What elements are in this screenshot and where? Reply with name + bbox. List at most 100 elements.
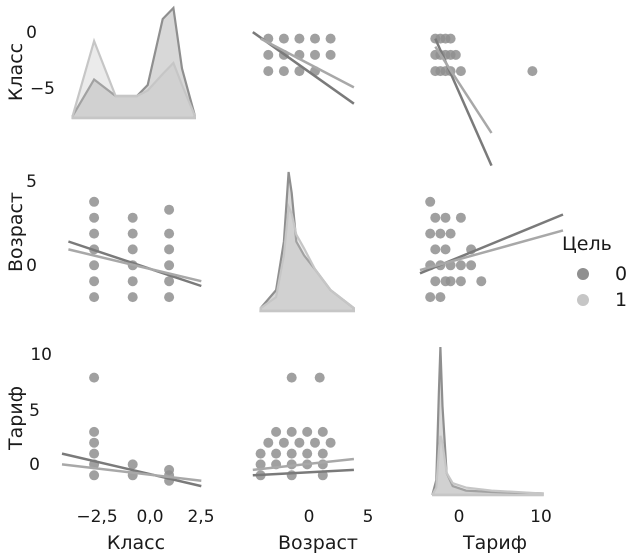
point-Класс-Тариф-5 [89, 470, 100, 481]
legend-marker-1 [577, 294, 589, 306]
point-Возраст-Тариф-15 [271, 426, 282, 437]
point-Возраст-Класс-5 [263, 49, 274, 60]
point-Возраст-Класс-1 [278, 33, 289, 44]
regline-Возраст-Тариф-series-0 [252, 468, 354, 477]
point-Тариф-Возраст-21 [476, 276, 487, 287]
point-Возраст-Тариф-10 [263, 437, 274, 448]
point-Возраст-Тариф-12 [294, 437, 305, 448]
point-Тариф-Возраст-17 [455, 260, 466, 271]
point-Возраст-Класс-2 [294, 33, 305, 44]
kde-Тариф-series-1 [431, 435, 544, 497]
point-Возраст-Тариф-18 [317, 426, 328, 437]
point-Возраст-Тариф-11 [278, 437, 289, 448]
point-Возраст-Класс-11 [278, 66, 289, 77]
point-Класс-Возраст-2 [89, 228, 100, 239]
point-Класс-Возраст-13 [164, 204, 175, 215]
point-Возраст-Тариф-6 [271, 448, 282, 459]
point-Класс-Возраст-4 [89, 260, 100, 271]
point-Класс-Возраст-18 [164, 292, 175, 303]
point-Тариф-Класс-8 [450, 49, 461, 60]
y-tick-tarif-2: 0 [29, 455, 40, 475]
point-Класс-Возраст-14 [164, 228, 175, 239]
point-Тариф-Возраст-3 [425, 292, 436, 303]
regline-Тариф-Класс-series-1 [434, 46, 493, 134]
point-Тариф-Возраст-10 [440, 212, 451, 223]
point-Тариф-Возраст-9 [435, 292, 446, 303]
y-tick-klass-1: −5 [30, 79, 55, 99]
legend-label-1: 1 [615, 289, 627, 311]
y-tick-vozrast-0: 5 [26, 172, 37, 192]
y-tick-vozrast-1: 0 [26, 256, 37, 276]
regline-Класс-Тариф-series-0 [61, 452, 202, 488]
point-Тариф-Возраст-13 [445, 228, 456, 239]
point-Возраст-Тариф-8 [302, 448, 313, 459]
point-Тариф-Класс-14 [527, 66, 538, 77]
point-Возраст-Класс-9 [325, 49, 336, 60]
point-Класс-Возраст-11 [127, 276, 138, 287]
x-tick-vozrast-0: 0 [304, 507, 315, 527]
point-Класс-Возраст-12 [127, 292, 138, 303]
point-Класс-Тариф-3 [89, 448, 100, 459]
point-Класс-Тариф-0 [89, 372, 100, 383]
y-label-vozrast: Возраст [5, 192, 27, 272]
point-Класс-Тариф-6 [127, 459, 138, 470]
legend-title: Цель [562, 233, 612, 255]
point-Возраст-Тариф-13 [310, 437, 320, 448]
x-label-vozrast: Возраст [278, 532, 358, 554]
point-Возраст-Тариф-22 [286, 372, 297, 383]
point-Тариф-Возраст-0 [425, 196, 436, 207]
point-Класс-Возраст-5 [89, 276, 100, 287]
point-Класс-Тариф-2 [89, 437, 100, 448]
point-Тариф-Возраст-5 [430, 244, 441, 255]
point-Класс-Возраст-1 [89, 212, 100, 223]
legend-label-0: 0 [615, 263, 627, 285]
point-Класс-Возраст-6 [89, 292, 100, 303]
regline-Класс-Возраст-series-1 [68, 248, 202, 283]
point-Класс-Возраст-7 [127, 212, 138, 223]
point-Тариф-Возраст-4 [430, 212, 441, 223]
point-Класс-Возраст-8 [127, 228, 138, 239]
x-tick-klass-0: −2,5 [76, 507, 117, 527]
y-label-klass: Класс [5, 43, 27, 101]
x-label-tarif: Тариф [462, 532, 527, 554]
x-tick-tarif-1: 10 [530, 507, 552, 527]
point-Класс-Тариф-1 [89, 426, 100, 437]
point-Тариф-Возраст-6 [430, 276, 441, 287]
regline-Класс-Тариф-series-1 [61, 463, 202, 482]
y-tick-tarif-0: 10 [30, 345, 52, 365]
point-Тариф-Класс-3 [445, 33, 456, 44]
regline-Тариф-Возраст-series-1 [419, 229, 564, 272]
point-Возраст-Класс-10 [263, 66, 274, 77]
y-tick-klass-0: 0 [26, 23, 37, 43]
point-Тариф-Класс-13 [455, 66, 466, 77]
x-tick-tarif-0: 0 [454, 507, 465, 527]
kde-Тариф-series-0 [431, 346, 544, 497]
point-Класс-Возраст-15 [164, 244, 175, 255]
point-Возраст-Тариф-7 [286, 448, 297, 459]
point-Возраст-Тариф-23 [314, 372, 325, 383]
kde-Возраст-series-1 [259, 202, 356, 313]
point-Тариф-Возраст-20 [466, 260, 477, 271]
legend-marker-0 [577, 268, 589, 280]
kde-Класс-series-1 [71, 37, 197, 120]
y-label-tarif: Тариф [5, 386, 27, 451]
regline-Возраст-Тариф-series-1 [252, 457, 355, 472]
x-tick-klass-1: 0,0 [136, 507, 163, 527]
y-tick-tarif-1: 5 [29, 401, 40, 421]
point-Возраст-Тариф-0 [255, 459, 266, 470]
point-Возраст-Класс-4 [325, 33, 336, 44]
point-Возраст-Класс-8 [310, 49, 320, 60]
point-Класс-Возраст-17 [164, 276, 175, 287]
point-Класс-Возраст-0 [89, 196, 100, 207]
legend: Цель 0 1 [562, 233, 627, 311]
point-Класс-Возраст-16 [164, 260, 175, 271]
x-tick-klass-2: 2,5 [187, 507, 214, 527]
point-Возраст-Тариф-14 [325, 437, 336, 448]
point-Возраст-Класс-12 [294, 66, 305, 77]
point-Тариф-Возраст-18 [455, 276, 466, 287]
point-Возраст-Тариф-9 [317, 448, 328, 459]
point-Тариф-Возраст-16 [455, 212, 466, 223]
point-Тариф-Возраст-15 [445, 276, 456, 287]
regline-Класс-Возраст-series-0 [68, 240, 202, 288]
